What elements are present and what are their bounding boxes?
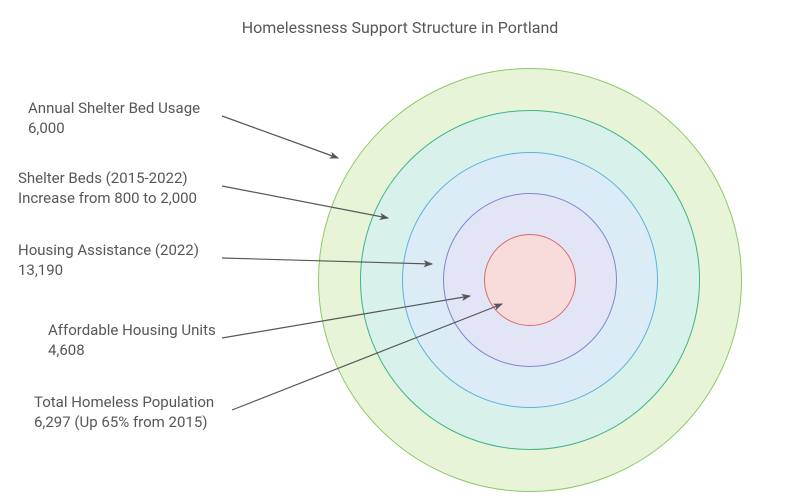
ring-label-2: Housing Assistance (2022) 13,190 xyxy=(18,240,199,281)
arrow-0 xyxy=(222,116,338,158)
ring-4 xyxy=(484,234,576,326)
ring-label-0: Annual Shelter Bed Usage 6,000 xyxy=(28,98,200,139)
chart-title: Homelessness Support Structure in Portla… xyxy=(0,18,800,37)
ring-label-4: Total Homeless Population 6,297 (Up 65% … xyxy=(34,392,214,433)
ring-label-3: Affordable Housing Units 4,608 xyxy=(48,320,216,361)
ring-label-1: Shelter Beds (2015-2022) Increase from 8… xyxy=(18,168,197,209)
